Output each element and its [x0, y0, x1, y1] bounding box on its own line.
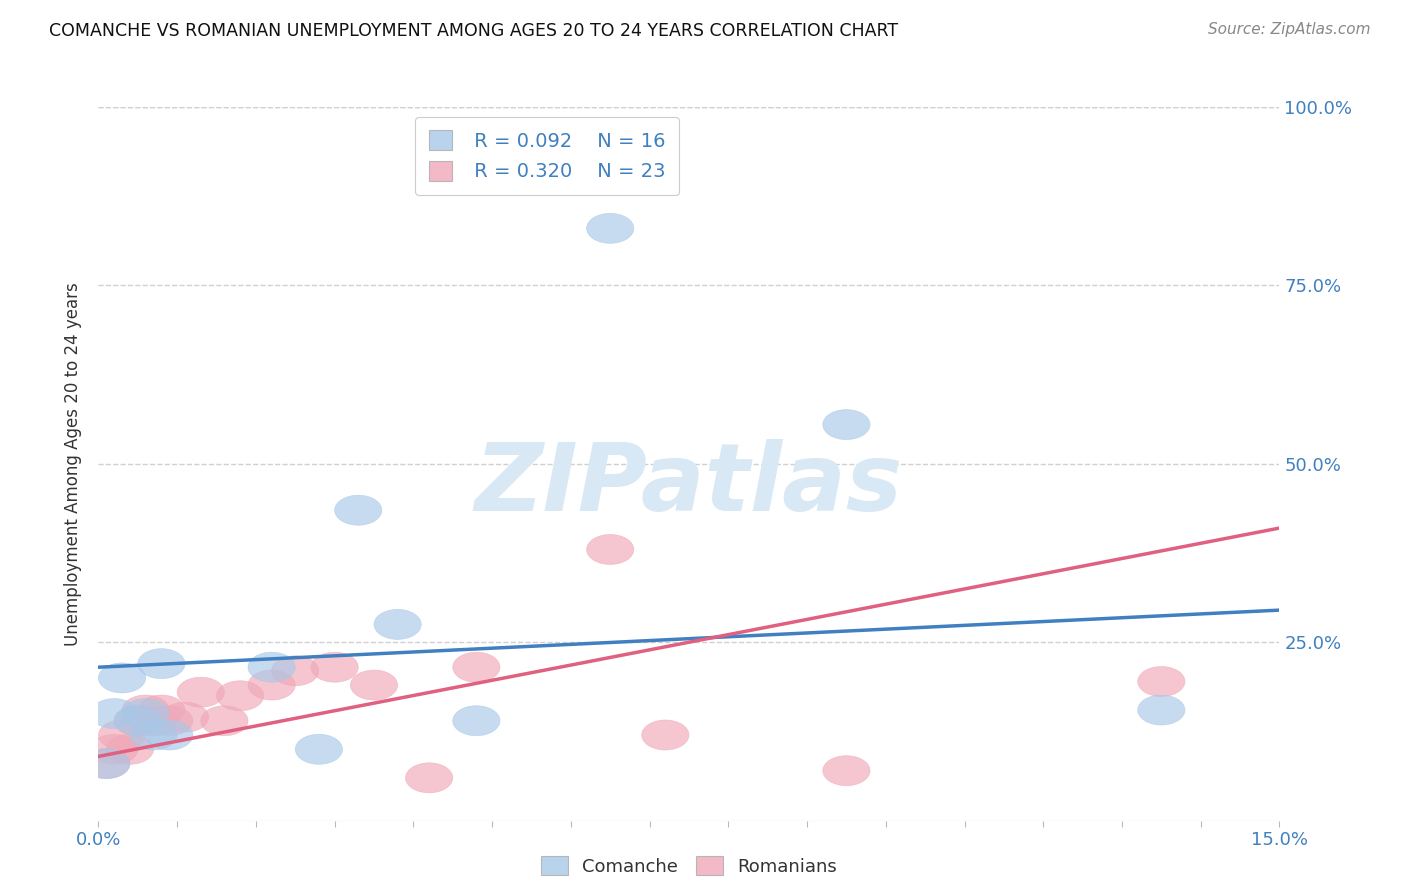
Ellipse shape: [823, 409, 870, 440]
Ellipse shape: [90, 698, 138, 729]
Ellipse shape: [83, 748, 129, 779]
Ellipse shape: [146, 720, 193, 750]
Ellipse shape: [217, 681, 264, 711]
Ellipse shape: [122, 695, 169, 725]
Ellipse shape: [335, 495, 382, 525]
Ellipse shape: [311, 652, 359, 682]
Ellipse shape: [247, 652, 295, 682]
Ellipse shape: [247, 670, 295, 700]
Ellipse shape: [90, 734, 138, 764]
Text: ZIPatlas: ZIPatlas: [475, 439, 903, 532]
Ellipse shape: [98, 663, 146, 693]
Text: Source: ZipAtlas.com: Source: ZipAtlas.com: [1208, 22, 1371, 37]
Ellipse shape: [138, 648, 186, 679]
Ellipse shape: [122, 698, 169, 729]
Ellipse shape: [350, 670, 398, 700]
Legend: Comanche, Romanians: Comanche, Romanians: [533, 849, 845, 883]
Ellipse shape: [453, 706, 501, 736]
Ellipse shape: [405, 763, 453, 793]
Ellipse shape: [162, 702, 208, 732]
Ellipse shape: [271, 656, 319, 686]
Ellipse shape: [586, 534, 634, 565]
Ellipse shape: [1137, 666, 1185, 697]
Ellipse shape: [98, 720, 146, 750]
Text: COMANCHE VS ROMANIAN UNEMPLOYMENT AMONG AGES 20 TO 24 YEARS CORRELATION CHART: COMANCHE VS ROMANIAN UNEMPLOYMENT AMONG …: [49, 22, 898, 40]
Ellipse shape: [83, 748, 129, 779]
Ellipse shape: [146, 706, 193, 736]
Ellipse shape: [114, 706, 162, 736]
Y-axis label: Unemployment Among Ages 20 to 24 years: Unemployment Among Ages 20 to 24 years: [65, 282, 83, 646]
Ellipse shape: [374, 609, 422, 640]
Ellipse shape: [107, 734, 153, 764]
Ellipse shape: [129, 706, 177, 736]
Ellipse shape: [823, 756, 870, 786]
Ellipse shape: [114, 706, 162, 736]
Ellipse shape: [138, 695, 186, 725]
Ellipse shape: [453, 652, 501, 682]
Ellipse shape: [586, 213, 634, 244]
Ellipse shape: [201, 706, 247, 736]
Ellipse shape: [295, 734, 343, 764]
Ellipse shape: [129, 720, 177, 750]
Ellipse shape: [1137, 695, 1185, 725]
Ellipse shape: [641, 720, 689, 750]
Ellipse shape: [177, 677, 225, 707]
